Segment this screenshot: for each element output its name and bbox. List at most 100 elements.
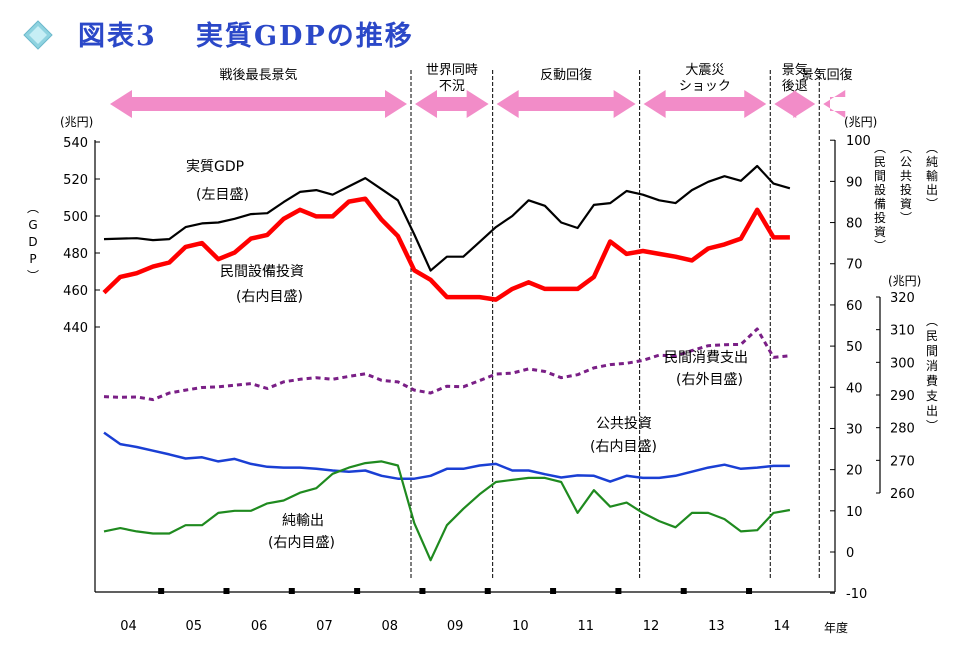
inner-tick-label: 20	[846, 464, 863, 479]
note-netexport-axis: (右内目盛)	[268, 535, 335, 551]
outer-axis-label-char: 消	[926, 359, 938, 373]
gdp-axis-label-char: ︶	[27, 269, 39, 283]
x-tick-label: 12	[643, 619, 660, 634]
phase-label: 世界同時	[426, 63, 478, 78]
inner-axis-label-char: ︶	[874, 239, 886, 253]
outer-unit-label: (兆円)	[888, 274, 921, 288]
gdp-tick-label: 500	[63, 210, 88, 225]
gdp-tick-label: 440	[63, 321, 88, 336]
note-public-axis: (右内目盛)	[590, 439, 657, 455]
phase-label: 後退	[782, 79, 808, 94]
series-line-3	[103, 431, 790, 483]
x-tick-label: 09	[447, 619, 464, 634]
inner-tick-label: 80	[846, 217, 863, 232]
series-notes: 実質GDP (左目盛) 民間設備投資 (右内目盛) 民間消費支出 (右外目盛) …	[186, 159, 748, 551]
inner-tick-label: 90	[846, 175, 863, 190]
diamond-icon-highlight	[29, 26, 47, 44]
inner-tick-label: 30	[846, 422, 863, 437]
phase-label: 景気	[782, 62, 808, 78]
inner-axis-label-char: ︵	[926, 141, 938, 155]
inner-tick-label: 60	[846, 299, 863, 314]
inner-axis-label-char: 資	[900, 197, 912, 211]
outer-axis-label-char: 費	[926, 373, 938, 388]
inner-axis-label-char: 純	[926, 155, 938, 169]
title-prefix: 図表3	[78, 21, 157, 52]
outer-axis-label-char: 民	[926, 329, 938, 343]
note-public-name: 公共投資	[596, 416, 652, 432]
inner-axis-label-char: 出	[926, 183, 938, 197]
x-year-marker	[746, 588, 753, 594]
inner-tick-label: 70	[846, 258, 863, 273]
x-year-marker	[550, 588, 557, 594]
phase-arrow	[110, 90, 408, 118]
x-tick-label: 07	[316, 619, 333, 634]
gdp-axis-label-char: D	[28, 235, 37, 249]
gdp-axis-label-char: ︵	[27, 201, 39, 215]
title-group: 図表3 実質GDPの推移	[23, 20, 412, 52]
inner-tick-label: 0	[846, 546, 854, 561]
inner-axis-label-char: 公	[900, 155, 912, 169]
x-year-marker	[419, 588, 426, 594]
inner-tick-label: 50	[846, 340, 863, 355]
x-tick-label: 08	[382, 619, 399, 634]
x-tick-label: 10	[512, 619, 529, 634]
series-line-4	[103, 460, 791, 562]
note-gdp-axis: (左目盛)	[196, 187, 249, 203]
x-year-marker	[288, 588, 295, 594]
gdp-tick-label: 520	[63, 173, 88, 188]
inner-axis-label-char: 共	[900, 169, 912, 183]
outer-axis-label-char: 出	[926, 404, 938, 418]
series-line-2	[103, 327, 791, 402]
phase-label: 反動回復	[540, 67, 592, 83]
phase-arrow	[774, 90, 816, 118]
x-tick-label: 06	[251, 619, 268, 634]
outer-axis-label-char: ︶	[926, 419, 938, 433]
inner-axis-label-char: 備	[874, 196, 886, 211]
gdp-unit-label: (兆円)	[60, 115, 93, 129]
inner-tick-label: 40	[846, 381, 863, 396]
x-year-marker	[354, 588, 361, 594]
series-line-1	[102, 196, 790, 302]
inner-tick-label: 10	[846, 505, 863, 520]
phase-arrow	[823, 90, 846, 118]
phase-arrow	[496, 90, 636, 118]
x-year-marker	[680, 588, 687, 594]
phase-arrow	[643, 90, 767, 118]
outer-axis-label-char: ︵	[926, 314, 938, 328]
outer-tick-label: 270	[890, 454, 915, 469]
gdp-axis-label-char: P	[29, 252, 36, 266]
outer-axis-label-char: 間	[926, 344, 938, 358]
gdp-axis-label-char: G	[28, 218, 37, 232]
inner-axis-label-char: 輸	[926, 168, 938, 183]
note-consumption-axis: (右外目盛)	[676, 372, 743, 388]
phase-label: 大震災	[685, 63, 724, 78]
inner-axis-label-char: ︵	[874, 141, 886, 155]
note-capex-axis: (右内目盛)	[236, 289, 303, 305]
phase-arrow	[415, 90, 489, 118]
phase-dividers	[410, 70, 820, 578]
note-netexport-name: 純輸出	[282, 513, 324, 529]
inner-tick-label: 100	[846, 134, 871, 149]
outer-tick-label: 300	[890, 356, 915, 371]
outer-tick-label: 260	[890, 487, 915, 502]
inner-axis-label-char: 間	[874, 169, 886, 183]
outer-tick-label: 280	[890, 422, 915, 437]
inner-axis-label-char: 民	[874, 155, 886, 169]
phase-label: 不況	[439, 79, 465, 94]
inner-axis-label-char: ︶	[926, 197, 938, 211]
x-tick-label: 13	[708, 619, 725, 634]
x-year-marker	[484, 588, 491, 594]
note-consumption-name: 民間消費支出	[664, 350, 748, 366]
x-tick-label: 04	[120, 619, 137, 634]
x-tick-label: 11	[577, 619, 594, 634]
inner-axis-label-char: ︶	[900, 211, 912, 225]
x-tick-label: 14	[773, 619, 790, 634]
x-year-marker	[158, 588, 165, 594]
axes: 440 460 480 500 520 540 (兆円) ︵ GDP ︶ -10 0 10 20 30 40 5…	[27, 115, 938, 635]
outer-axis-label-char: 支	[926, 389, 938, 403]
outer-tick-label: 320	[890, 291, 915, 306]
phase-label: 景気回復	[801, 67, 853, 83]
phase-label: 戦後最長景気	[219, 67, 297, 83]
